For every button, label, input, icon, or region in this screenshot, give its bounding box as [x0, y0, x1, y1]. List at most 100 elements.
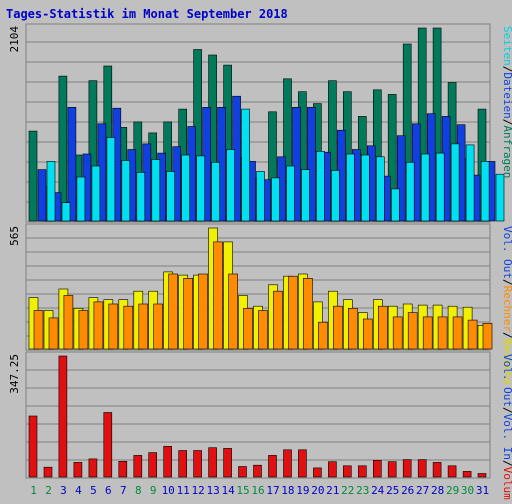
- bar-rechner-day-11: [183, 277, 193, 350]
- bar-rechner-day-30: [467, 319, 478, 350]
- bar-seiten-day-23: [375, 156, 385, 222]
- day-label-16: 16: [251, 484, 264, 497]
- day-label-29: 29: [446, 484, 459, 497]
- bar-volumen-day-22: [342, 465, 352, 478]
- bar-volumen-day-24: [372, 459, 382, 478]
- y-max-label: 565: [8, 226, 21, 246]
- bar-volumen-day-28: [432, 462, 442, 478]
- bar-rechner-day-31: [482, 322, 493, 350]
- bar-volumen-day-12: [193, 450, 202, 478]
- bar-rechner-day-17: [273, 290, 283, 350]
- day-label-22: 22: [341, 484, 354, 497]
- legend-entry: Vol. Out: [501, 354, 512, 407]
- bar-seiten-day-18: [301, 169, 310, 222]
- visits-hosts-panel: 565 Vol. Out/Rechner/Besuche: [8, 223, 512, 385]
- bar-volumen-day-15: [238, 466, 247, 478]
- legend-entry: Rechner: [501, 286, 512, 333]
- bar-rechner-day-9: [153, 303, 163, 350]
- bar-rechner-day-28: [437, 316, 448, 350]
- bar-volumen-day-25: [387, 461, 397, 478]
- bar-rechner-day-27: [422, 316, 433, 350]
- bar-rechner-day-20: [318, 321, 328, 350]
- bar-anfragen-day-1: [28, 130, 38, 222]
- day-label-8: 8: [135, 484, 142, 497]
- legend-entry: Anfragen: [501, 125, 512, 178]
- bar-rechner-day-14: [228, 273, 238, 350]
- y-max-label: 2104: [8, 26, 21, 53]
- day-label-18: 18: [281, 484, 294, 497]
- day-label-23: 23: [356, 484, 369, 497]
- chart-title: Tages-Statistik im Monat September 2018: [6, 7, 288, 21]
- day-label-25: 25: [386, 484, 399, 497]
- day-label-9: 9: [150, 484, 157, 497]
- day-label-28: 28: [431, 484, 444, 497]
- legend-entry: Vol. In: [501, 414, 512, 460]
- bar-seiten-day-13: [226, 149, 235, 222]
- bar-rechner-day-1: [33, 310, 44, 350]
- bar-volumen-day-16: [253, 464, 262, 478]
- bar-seiten-day-28: [450, 143, 460, 222]
- bar-seiten-day-26: [420, 153, 430, 222]
- bar-volumen-day-18: [283, 449, 292, 478]
- bar-seiten-day-22: [360, 154, 370, 222]
- legend-entry: Dateien: [501, 72, 512, 118]
- plot-frame: [25, 351, 491, 479]
- bar-seiten-day-2: [61, 202, 71, 222]
- day-label-26: 26: [401, 484, 414, 497]
- bar-seiten-day-9: [166, 171, 175, 222]
- bar-rechner-day-24: [377, 305, 388, 350]
- bar-seiten-day-16: [271, 177, 280, 222]
- bar-rechner-day-6: [108, 303, 119, 350]
- bar-seiten-day-3: [76, 176, 86, 222]
- day-label-12: 12: [191, 484, 204, 497]
- bar-seiten-day-10: [181, 154, 190, 222]
- day-label-27: 27: [416, 484, 429, 497]
- day-label-15: 15: [236, 484, 249, 497]
- bar-seiten-day-14: [241, 108, 250, 222]
- bar-seiten-day-12: [211, 162, 220, 222]
- bar-rechner-day-5: [93, 301, 104, 350]
- bar-seiten-day-17: [286, 165, 295, 222]
- bar-rechner-day-12: [198, 273, 208, 350]
- bar-seiten-day-31: [495, 173, 505, 222]
- bar-volumen-day-30: [462, 471, 472, 478]
- bar-seiten-day-15: [256, 171, 265, 222]
- day-label-20: 20: [311, 484, 324, 497]
- legend-entry: Besuche: [501, 339, 512, 385]
- bar-rechner-day-10: [168, 273, 178, 350]
- bar-seiten-day-21: [346, 153, 355, 222]
- legend-entry: Volumen: [501, 467, 512, 500]
- bar-seiten-day-27: [435, 152, 445, 222]
- day-label-31: 31: [476, 484, 489, 497]
- bar-seiten-day-20: [331, 170, 340, 222]
- bar-volumen-day-23: [357, 465, 367, 478]
- bar-rechner-day-25: [392, 316, 403, 350]
- bar-volumen-day-4: [73, 462, 83, 478]
- day-label-1: 1: [30, 484, 37, 497]
- bar-volumen-day-13: [208, 447, 217, 478]
- bar-rechner-day-29: [452, 316, 463, 350]
- bar-volumen-day-27: [417, 459, 427, 478]
- bar-volumen-day-2: [43, 466, 53, 478]
- day-label-4: 4: [75, 484, 82, 497]
- y-max-label: 347.25: [8, 354, 21, 394]
- legend: Seiten/Dateien/Anfragen: [501, 26, 512, 178]
- bar-seiten-day-7: [136, 172, 146, 222]
- bar-rechner-day-18: [288, 275, 298, 350]
- volume-panel: 347.25 Vol. Out/Vol. In/Volumen: [8, 351, 512, 504]
- bar-seiten-day-5: [106, 137, 116, 222]
- day-label-13: 13: [206, 484, 219, 497]
- day-label-10: 10: [162, 484, 175, 497]
- legend: Vol. Out/Rechner/Besuche: [501, 226, 512, 385]
- bar-volumen-day-26: [402, 459, 412, 478]
- legend-entry: Seiten: [501, 26, 512, 66]
- bar-rechner-day-7: [123, 305, 134, 350]
- bar-dateien-day-18: [292, 107, 301, 222]
- day-label-11: 11: [177, 484, 190, 497]
- day-axis: 1 2 3 4 5 6 7 8 9 10 11 12 13 14 15 16 17 18 19 20 21 22 23 24 2…: [30, 484, 489, 497]
- bar-volumen-day-14: [223, 448, 232, 478]
- bar-volumen-day-19: [298, 449, 307, 478]
- day-label-5: 5: [90, 484, 97, 497]
